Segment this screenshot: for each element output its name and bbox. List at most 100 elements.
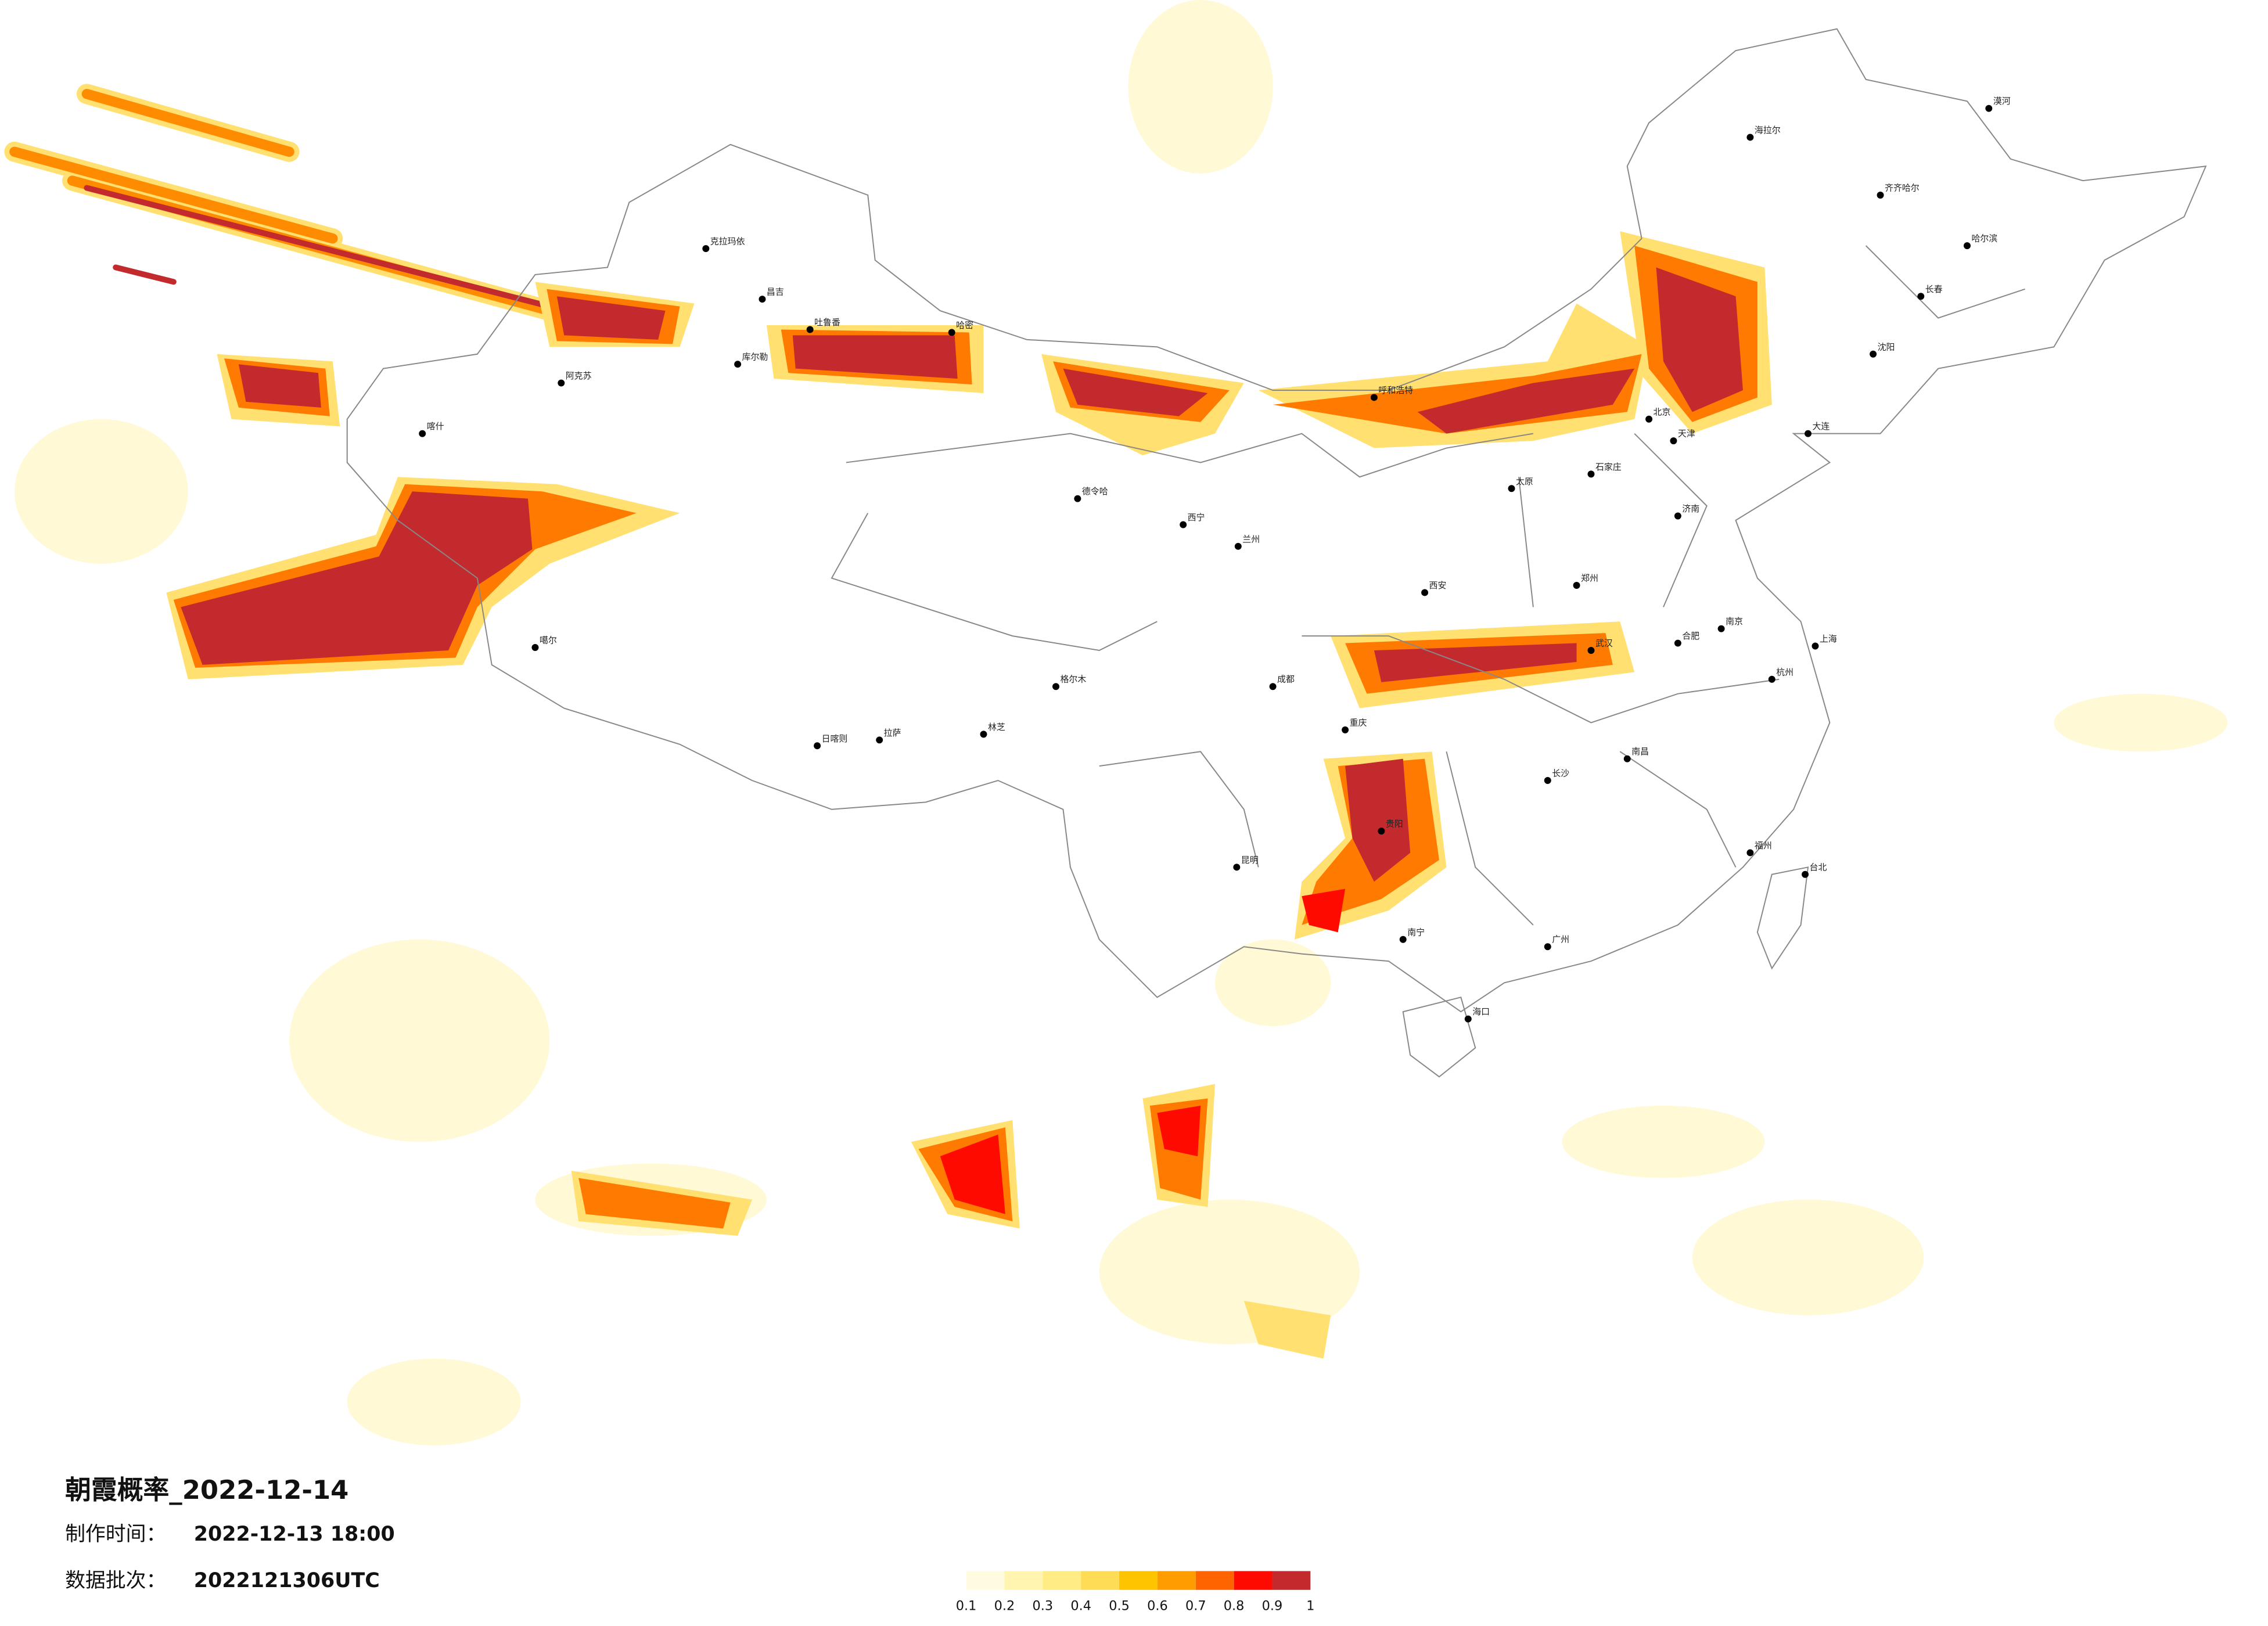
city-label: 济南 bbox=[1682, 503, 1699, 514]
legend-swatch bbox=[1234, 1571, 1273, 1590]
city-dot bbox=[734, 361, 742, 368]
legend-swatch bbox=[1157, 1571, 1196, 1590]
city-label: 南昌 bbox=[1631, 746, 1649, 757]
city-dot bbox=[1544, 943, 1551, 951]
city-label: 昌吉 bbox=[767, 287, 784, 297]
city-label: 昆明 bbox=[1241, 855, 1259, 865]
city-dot bbox=[1074, 495, 1081, 502]
city-label: 喀什 bbox=[427, 421, 444, 431]
city-label: 太原 bbox=[1516, 476, 1533, 487]
city-dot bbox=[1805, 430, 1812, 437]
legend-tick-label: 0.3 bbox=[1033, 1599, 1054, 1614]
city-dot bbox=[1587, 647, 1595, 654]
legend-tick-label: 0.4 bbox=[1070, 1599, 1091, 1614]
city-dot bbox=[1421, 589, 1429, 596]
city-label: 成都 bbox=[1277, 674, 1295, 685]
city-dot bbox=[1269, 683, 1277, 690]
city-dot bbox=[1180, 521, 1187, 528]
city-dot bbox=[1746, 134, 1754, 141]
city-label: 北京 bbox=[1654, 406, 1671, 417]
city-dot bbox=[1670, 437, 1677, 445]
city-dot bbox=[1964, 242, 1971, 250]
legend-tick-label: 0.7 bbox=[1185, 1599, 1206, 1614]
city-dot bbox=[1233, 864, 1241, 871]
city-label: 石家庄 bbox=[1595, 462, 1622, 472]
city-dot bbox=[1573, 582, 1580, 589]
city-label: 漠河 bbox=[1993, 96, 2011, 106]
city-dot bbox=[1746, 849, 1754, 857]
city-dot bbox=[1544, 777, 1551, 784]
city-label: 重庆 bbox=[1350, 717, 1367, 728]
city-label: 长春 bbox=[1925, 284, 1943, 294]
legend-tick-label: 0.8 bbox=[1224, 1599, 1245, 1614]
city-label: 哈尔滨 bbox=[1971, 233, 1997, 244]
city-dot bbox=[1623, 755, 1631, 762]
city-label: 吐鲁番 bbox=[814, 317, 840, 328]
city-label: 哈密 bbox=[956, 320, 973, 330]
legend-tick-label: 0.2 bbox=[994, 1599, 1015, 1614]
city-label: 噶尔 bbox=[540, 635, 557, 646]
city-dot bbox=[1802, 870, 1809, 878]
city-label: 海拉尔 bbox=[1755, 125, 1781, 135]
city-label: 南宁 bbox=[1407, 927, 1425, 937]
city-label: 日喀则 bbox=[822, 733, 848, 744]
city-label: 天津 bbox=[1678, 429, 1695, 439]
city-label: 拉萨 bbox=[884, 728, 901, 738]
legend-swatch bbox=[966, 1571, 1005, 1590]
city-label: 库尔勒 bbox=[742, 352, 768, 362]
city-label: 合肥 bbox=[1682, 631, 1699, 641]
city-label: 沈阳 bbox=[1878, 341, 1895, 352]
legend-swatch bbox=[1195, 1571, 1234, 1590]
city-dot bbox=[1985, 105, 1993, 112]
city-label: 林芝 bbox=[988, 722, 1005, 732]
legend-swatch bbox=[1272, 1571, 1311, 1590]
city-label: 郑州 bbox=[1581, 573, 1598, 584]
legend-swatch bbox=[1004, 1571, 1043, 1590]
city-dot bbox=[1768, 675, 1775, 683]
city-dot bbox=[876, 736, 883, 744]
city-dot bbox=[1052, 683, 1059, 690]
city-dot bbox=[558, 379, 565, 387]
legend-tick-label: 1 bbox=[1306, 1599, 1314, 1614]
data-batch-label: 数据批次： bbox=[65, 1569, 166, 1592]
city-label: 武汉 bbox=[1595, 638, 1613, 649]
legend-tick-label: 0.9 bbox=[1262, 1599, 1283, 1614]
legend-tick-label: 0.6 bbox=[1147, 1599, 1168, 1614]
city-dot bbox=[759, 296, 766, 303]
city-dot bbox=[1399, 936, 1407, 943]
city-label: 阿克苏 bbox=[566, 370, 592, 381]
city-label: 格尔木 bbox=[1060, 674, 1086, 685]
city-label: 大连 bbox=[1813, 421, 1830, 431]
city-dot bbox=[1342, 726, 1349, 733]
city-label: 长沙 bbox=[1552, 768, 1569, 779]
city-dot bbox=[814, 742, 821, 750]
city-label: 福州 bbox=[1755, 840, 1772, 851]
city-dot bbox=[531, 644, 539, 651]
city-label: 德令哈 bbox=[1082, 486, 1108, 497]
legend-swatch bbox=[1081, 1571, 1120, 1590]
heat-layer bbox=[4, 0, 2228, 1445]
city-dot bbox=[419, 430, 426, 437]
city-dot bbox=[1378, 828, 1385, 835]
city-label: 西安 bbox=[1429, 580, 1447, 591]
city-label: 台北 bbox=[1810, 862, 1827, 872]
city-label: 兰州 bbox=[1242, 534, 1260, 544]
legend-swatch bbox=[1119, 1571, 1158, 1590]
city-label: 上海 bbox=[1820, 634, 1837, 644]
city-label: 杭州 bbox=[1776, 667, 1793, 677]
city-dot bbox=[1464, 1015, 1472, 1023]
boundaries bbox=[346, 28, 2207, 1078]
city-dot bbox=[702, 245, 710, 253]
city-label: 呼和浩特 bbox=[1378, 385, 1413, 395]
city-label: 齐齐哈尔 bbox=[1885, 183, 1920, 193]
city-dot bbox=[1645, 415, 1653, 423]
city-label: 贵阳 bbox=[1386, 819, 1403, 829]
city-label: 南京 bbox=[1726, 616, 1743, 627]
city-dot bbox=[1587, 470, 1595, 478]
city-dot bbox=[1717, 625, 1725, 632]
city-dot bbox=[1917, 293, 1925, 300]
data-batch: 2022121306UTC bbox=[194, 1569, 380, 1592]
